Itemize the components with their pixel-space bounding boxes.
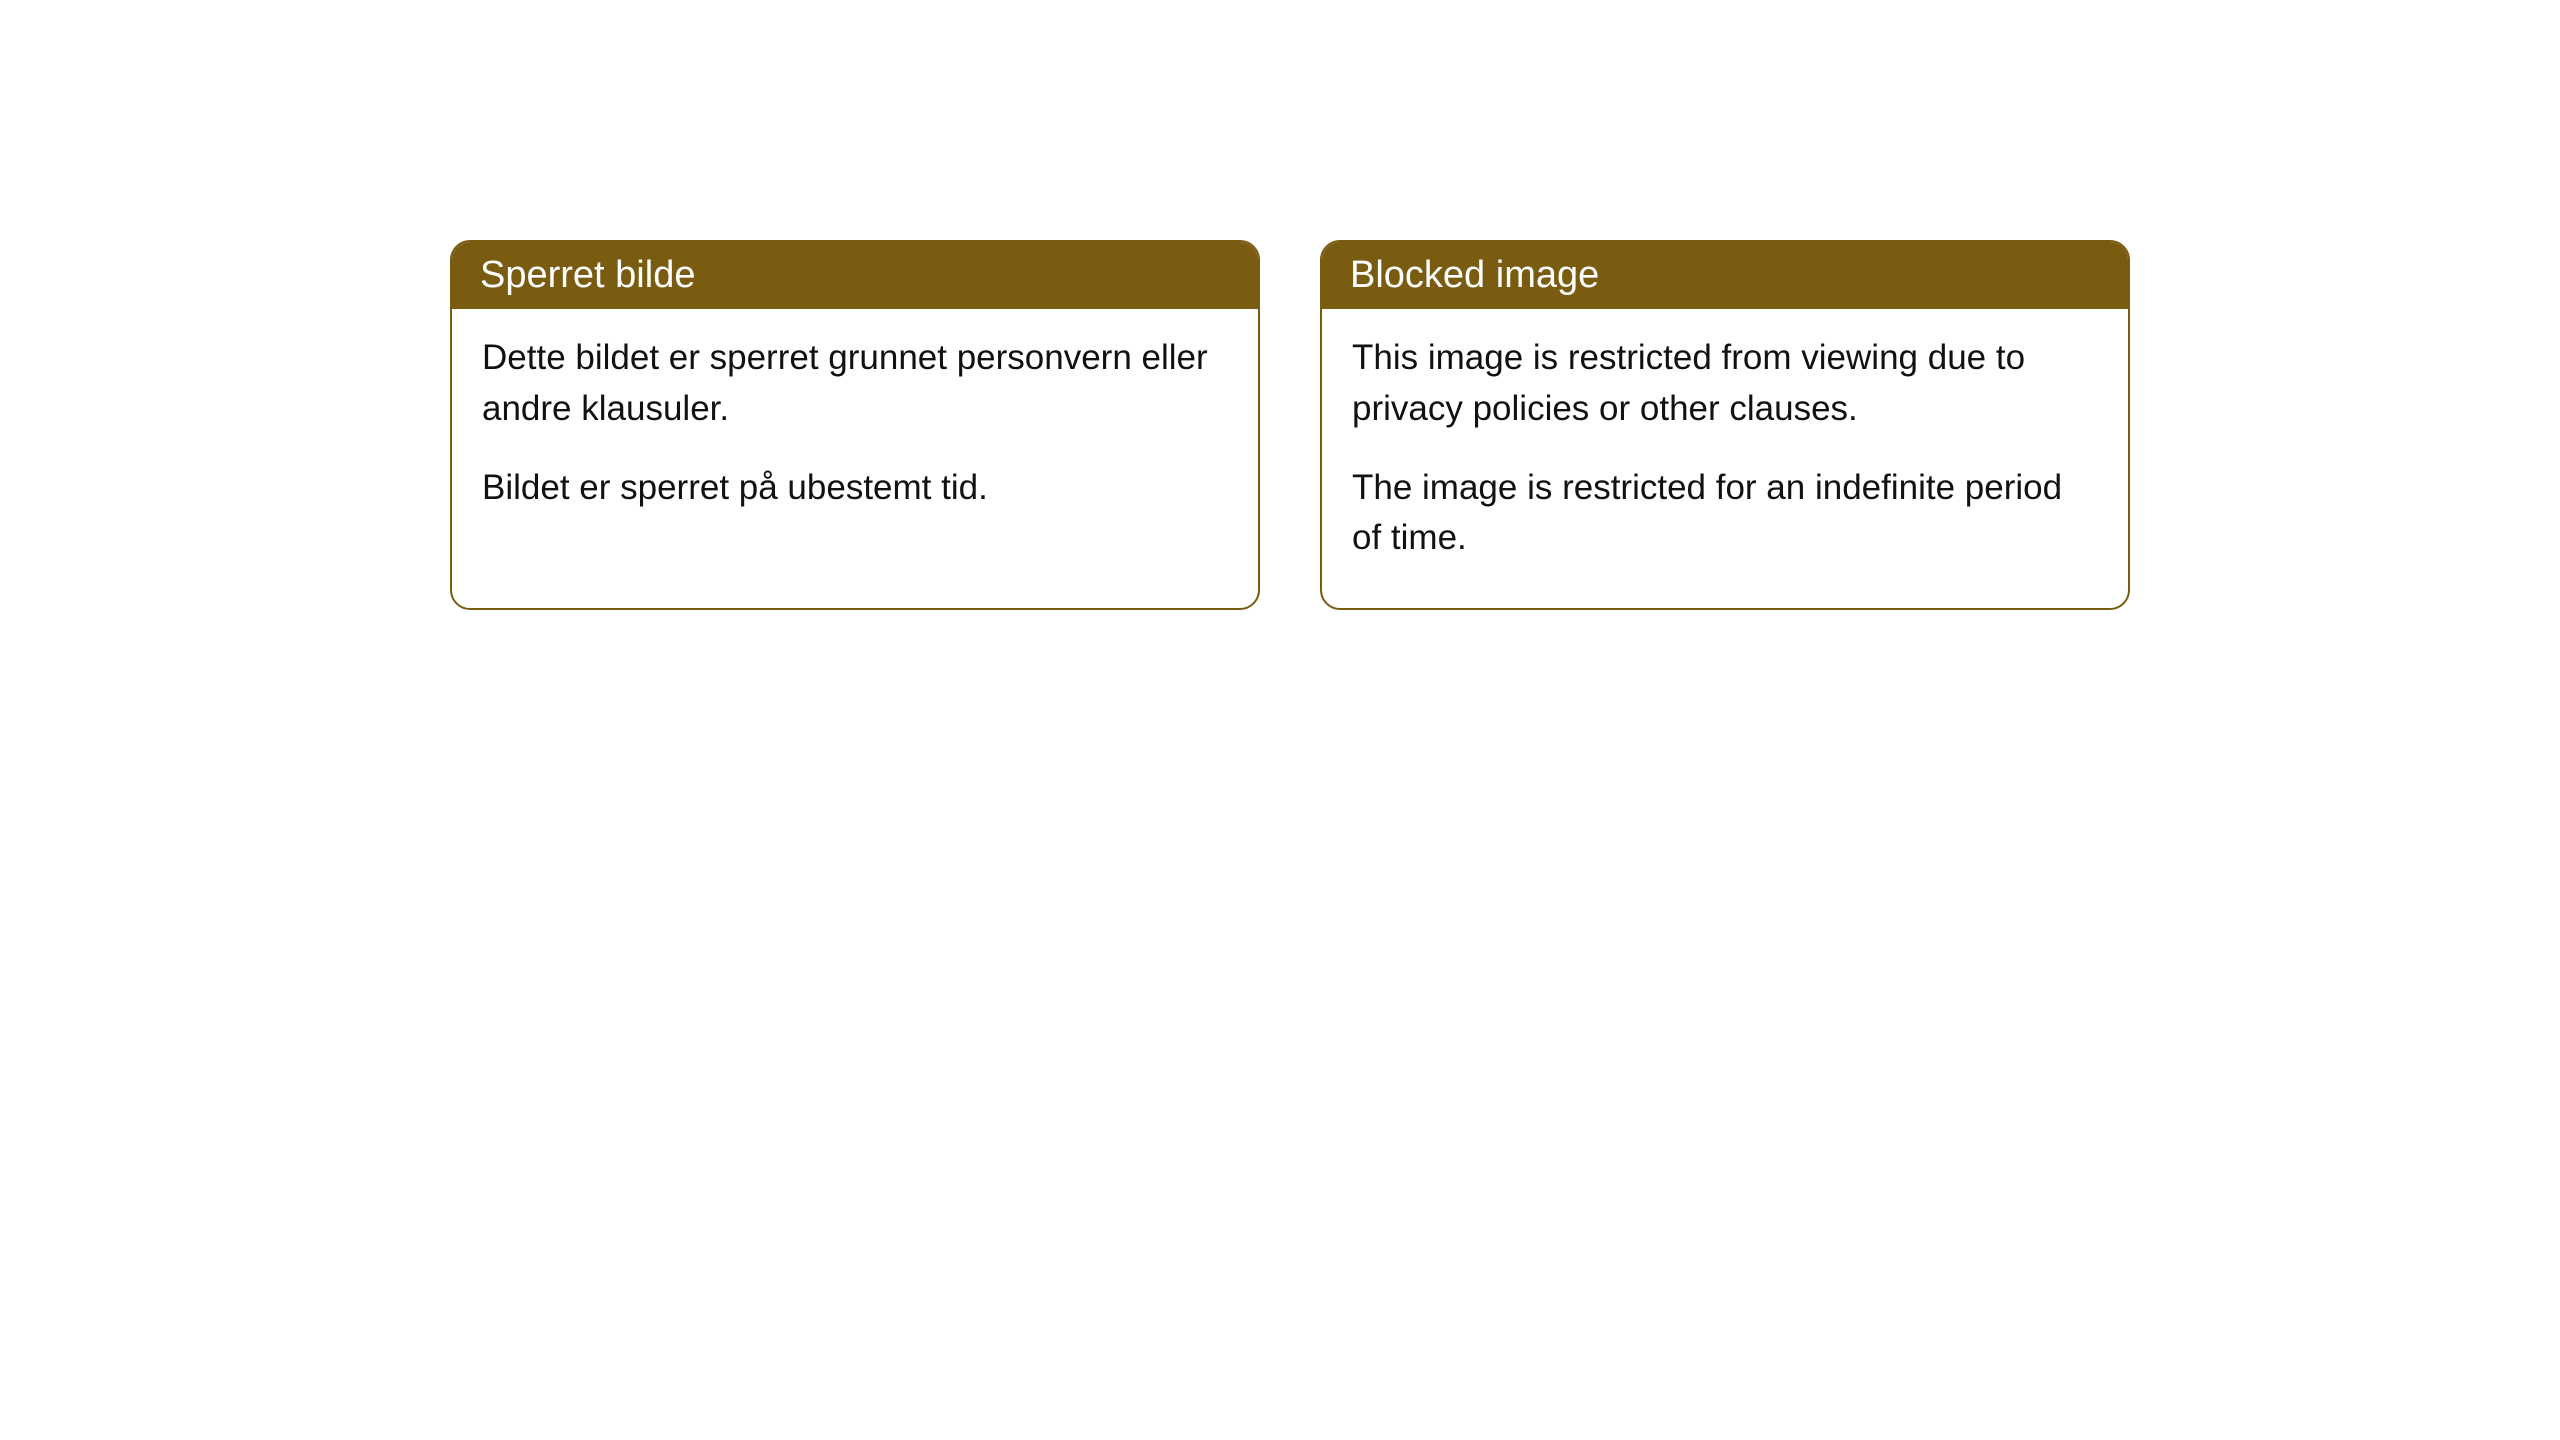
card-body-norwegian: Dette bildet er sperret grunnet personve… bbox=[452, 309, 1258, 557]
notice-card-english: Blocked image This image is restricted f… bbox=[1320, 240, 2130, 610]
card-paragraph-norwegian-1: Dette bildet er sperret grunnet personve… bbox=[482, 333, 1228, 435]
card-header-norwegian: Sperret bilde bbox=[452, 242, 1258, 309]
card-paragraph-english-1: This image is restricted from viewing du… bbox=[1352, 333, 2098, 435]
notice-cards-container: Sperret bilde Dette bildet er sperret gr… bbox=[450, 240, 2130, 610]
card-body-english: This image is restricted from viewing du… bbox=[1322, 309, 2128, 608]
card-title-norwegian: Sperret bilde bbox=[480, 254, 695, 296]
card-paragraph-norwegian-2: Bildet er sperret på ubestemt tid. bbox=[482, 463, 1228, 514]
card-title-english: Blocked image bbox=[1350, 254, 1599, 296]
card-header-english: Blocked image bbox=[1322, 242, 2128, 309]
notice-card-norwegian: Sperret bilde Dette bildet er sperret gr… bbox=[450, 240, 1260, 610]
card-paragraph-english-2: The image is restricted for an indefinit… bbox=[1352, 463, 2098, 565]
